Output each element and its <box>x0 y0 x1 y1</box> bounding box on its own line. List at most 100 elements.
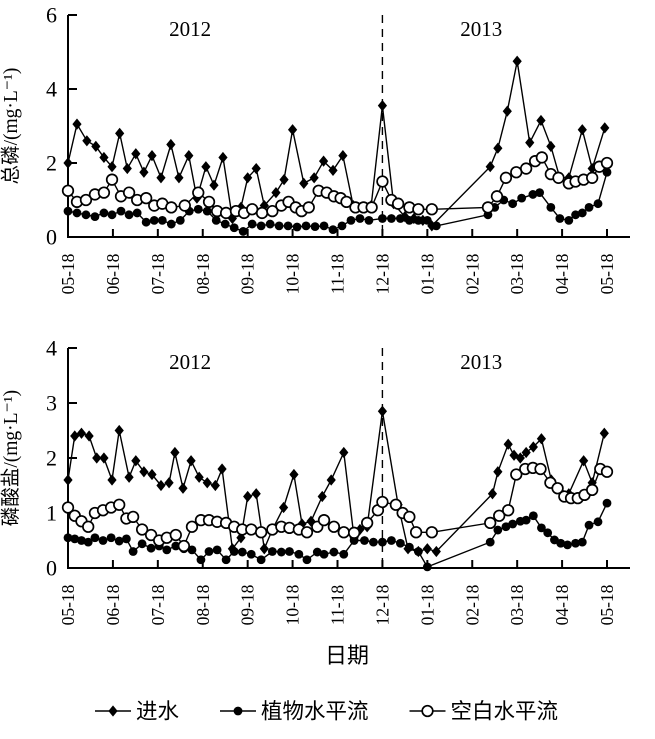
diamond-marker-icon <box>536 433 547 445</box>
filled-circle-marker-icon <box>528 511 538 521</box>
open-circle-marker-icon <box>586 483 599 497</box>
filled-circle-marker-icon <box>116 206 126 216</box>
diamond-marker-icon <box>194 471 204 483</box>
diamond-marker-icon <box>528 441 538 453</box>
open-circle-marker-icon <box>61 184 75 197</box>
x-tick-label: 07-18 <box>148 584 168 625</box>
open-circle-marker-icon <box>502 504 515 517</box>
filled-circle-marker-icon <box>137 539 147 549</box>
filled-circle-marker-icon <box>256 555 266 565</box>
y-tick-label: 2 <box>46 446 57 471</box>
filled-circle-marker-icon <box>395 538 405 548</box>
diamond-marker-icon <box>502 105 512 117</box>
open-circle-marker-icon <box>493 509 506 522</box>
open-circle-marker-icon <box>403 510 416 523</box>
filled-circle-marker-icon <box>157 215 167 225</box>
x-axis-title: 日期 <box>325 643 369 668</box>
filled-circle-marker-icon <box>220 219 230 229</box>
diamond-marker-icon <box>170 446 180 459</box>
total-phosphorus-chart: 0 2 4 6 05-18 06-18 07-18 08-18 09-18 10-18 11-18 1… <box>0 3 630 294</box>
diamond-marker-icon <box>326 474 336 486</box>
diamond-marker-icon <box>251 488 261 500</box>
open-circle-marker-icon <box>61 501 75 514</box>
x-tick-label: 03-18 <box>507 253 527 294</box>
phosphate-chart: 0 1 2 3 4 05-18 06-18 07-18 08-18 09-18 10-18 11-18… <box>0 336 630 625</box>
y-tick-label: 1 <box>46 501 57 526</box>
filled-circle-marker-icon <box>602 498 612 508</box>
filled-circle-marker-icon <box>233 706 243 716</box>
y-axis-ticks: 0 2 4 6 <box>46 3 77 250</box>
filled-circle-marker-icon <box>166 219 176 229</box>
filled-circle-marker-icon <box>602 167 612 177</box>
year-annotation: 2012 <box>169 350 211 374</box>
x-tick-label: 09-18 <box>238 253 258 294</box>
x-axis-ticks: 05-18 06-18 07-18 08-18 09-18 10-18 11-18 12-18… <box>58 560 617 625</box>
open-circle-marker-icon <box>165 201 178 214</box>
series-blank-horizontal-flow <box>61 151 614 220</box>
filled-circle-marker-icon <box>285 547 294 556</box>
filled-circle-marker-icon <box>292 222 302 232</box>
diamond-marker-icon <box>431 545 441 558</box>
diamond-marker-icon <box>186 455 196 467</box>
open-circle-marker-icon <box>113 498 126 511</box>
open-circle-marker-icon <box>360 516 374 530</box>
open-circle-marker-icon <box>425 203 438 216</box>
open-circle-marker-icon <box>421 704 434 718</box>
filled-circle-marker-icon <box>360 536 369 545</box>
open-circle-marker-icon <box>534 462 547 476</box>
diamond-marker-icon <box>156 172 166 184</box>
filled-circle-marker-icon <box>246 549 256 559</box>
filled-circle-marker-icon <box>508 519 518 529</box>
year-annotation: 2013 <box>460 350 502 374</box>
open-circle-marker-icon <box>82 520 95 533</box>
diamond-marker-icon <box>289 468 299 481</box>
open-circle-marker-icon <box>140 191 153 205</box>
filled-circle-marker-icon <box>319 549 329 559</box>
open-circle-marker-icon <box>586 171 599 184</box>
filled-circle-marker-icon <box>387 214 396 223</box>
filled-circle-marker-icon <box>485 537 495 547</box>
filled-circle-marker-icon <box>124 210 134 220</box>
open-circle-marker-icon <box>551 482 564 495</box>
filled-circle-marker-icon <box>229 223 239 233</box>
x-tick-label: 09-18 <box>238 584 258 625</box>
diamond-marker-icon <box>422 543 432 555</box>
filled-circle-marker-icon <box>404 542 414 552</box>
filled-circle-marker-icon <box>99 208 109 218</box>
legend-label: 空白水平流 <box>451 700 559 724</box>
open-circle-marker-icon <box>122 186 136 199</box>
diamond-marker-icon <box>243 490 253 503</box>
open-circle-marker-icon <box>376 495 389 509</box>
x-tick-label: 08-18 <box>193 584 213 625</box>
diamond-marker-icon <box>485 161 495 173</box>
diamond-marker-icon <box>309 172 319 184</box>
filled-circle-marker-icon <box>584 203 594 212</box>
diamond-marker-icon <box>147 468 157 481</box>
open-circle-marker-icon <box>255 206 269 220</box>
diamond-marker-icon <box>210 479 220 492</box>
filled-circle-marker-icon <box>319 221 329 231</box>
open-circle-marker-icon <box>490 190 504 203</box>
filled-circle-marker-icon <box>387 536 396 545</box>
x-tick-label: 12-18 <box>372 253 392 294</box>
x-tick-label: 06-18 <box>103 584 123 625</box>
filled-circle-marker-icon <box>564 215 574 225</box>
diamond-marker-icon <box>579 455 589 467</box>
open-circle-marker-icon <box>185 520 199 533</box>
filled-circle-marker-icon <box>141 217 151 227</box>
filled-circle-marker-icon <box>413 547 423 556</box>
x-tick-label: 02-18 <box>462 253 482 294</box>
diamond-marker-icon <box>164 477 174 489</box>
x-tick-label: 01-18 <box>417 584 437 625</box>
diamond-marker-icon <box>377 405 388 417</box>
filled-circle-marker-icon <box>556 538 566 548</box>
filled-circle-marker-icon <box>283 221 293 231</box>
diamond-marker-icon <box>91 140 101 152</box>
diamond-marker-icon <box>84 430 94 442</box>
diamond-marker-icon <box>217 463 227 475</box>
filled-circle-marker-icon <box>346 215 356 225</box>
filled-circle-marker-icon <box>294 549 304 559</box>
legend-label: 植物水平流 <box>261 700 369 724</box>
filled-circle-marker-icon <box>537 523 546 533</box>
